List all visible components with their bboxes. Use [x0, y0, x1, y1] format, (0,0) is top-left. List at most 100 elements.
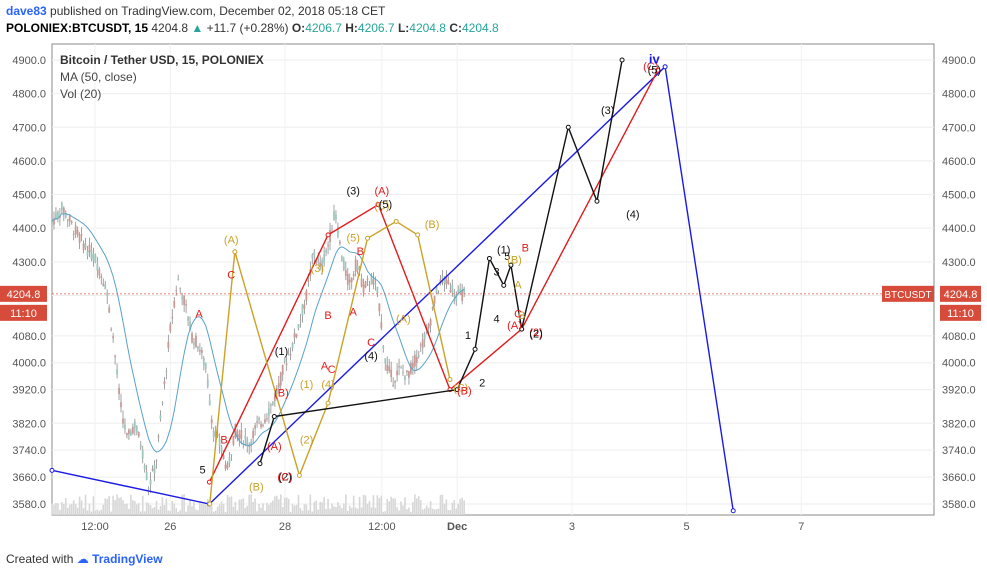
black-wave-point	[472, 346, 478, 352]
candle-body	[277, 383, 280, 388]
volume-bar	[242, 498, 245, 515]
candle-body	[149, 479, 152, 485]
volume-bar	[356, 508, 359, 515]
volume-bar	[421, 509, 424, 515]
wave-label: C	[514, 308, 522, 320]
y-tick-left: 4400.0	[12, 223, 46, 235]
candle-body	[431, 306, 434, 309]
candle-body	[283, 358, 286, 362]
candle-body	[198, 350, 201, 352]
volume-bar	[78, 496, 81, 515]
volume-bar	[435, 509, 438, 515]
candle-body	[396, 370, 398, 376]
volume-bar	[88, 503, 91, 515]
candle-body	[269, 404, 272, 407]
wave-label: B	[357, 246, 364, 258]
footer: Created with ☁ TradingView	[6, 552, 163, 566]
candle-body	[62, 207, 65, 213]
x-tick-label: 3	[569, 521, 575, 533]
candle-body	[90, 250, 93, 260]
candle-body	[232, 435, 235, 445]
high-value: 4206.7	[357, 21, 395, 35]
volume-bar	[130, 494, 132, 515]
volume-bar	[384, 511, 387, 515]
volume-bar	[53, 504, 55, 515]
legend-title[interactable]: Bitcoin / Tether USD, 15, POLONIEX	[60, 53, 264, 67]
candle-body	[459, 288, 462, 292]
volume-bar	[382, 511, 385, 515]
candle-body	[390, 369, 393, 378]
volume-bar	[305, 504, 308, 515]
tradingview-brand[interactable]: TradingView	[92, 552, 163, 566]
candle-body	[453, 295, 456, 297]
candle-body	[311, 254, 314, 259]
candle-body	[256, 421, 258, 423]
candle-body	[398, 366, 400, 368]
black-wave-point	[619, 57, 625, 63]
candle-body	[155, 460, 158, 462]
volume-bar	[222, 503, 225, 515]
candle-body	[181, 296, 184, 300]
candle-body	[356, 265, 359, 270]
legend-ma[interactable]: MA (50, close)	[60, 70, 137, 84]
candle-body	[378, 303, 381, 312]
y-tick-right: 4900.0	[942, 55, 976, 67]
candle-body	[197, 346, 199, 350]
candle-body	[447, 280, 450, 285]
volume-bar	[228, 496, 231, 515]
legend-volume[interactable]: Vol (20)	[60, 87, 102, 101]
volume-bar	[461, 497, 463, 515]
volume-bar	[350, 507, 353, 515]
y-tick-left: 4900.0	[12, 55, 46, 67]
y-tick-left: 3740.0	[12, 445, 46, 457]
volume-bar	[226, 494, 229, 515]
volume-bar	[163, 505, 166, 515]
candle-body	[216, 433, 219, 437]
candle-body	[307, 280, 310, 282]
volume-bar	[279, 494, 282, 515]
open-value: 4206.7	[305, 21, 342, 35]
candle-body	[297, 324, 300, 329]
candle-body	[423, 333, 426, 340]
red-wave-point	[375, 202, 381, 208]
candle-body	[443, 278, 446, 284]
candle-body	[116, 369, 118, 375]
volume-bar	[161, 497, 164, 515]
volume-bar	[153, 507, 156, 515]
wave-label: (1)	[300, 379, 313, 391]
candle-body	[53, 218, 55, 225]
volume-bar	[212, 511, 215, 515]
volume-bar	[191, 506, 193, 515]
candle-body	[344, 269, 347, 277]
black-wave-point	[565, 124, 571, 130]
candle-body	[224, 464, 227, 469]
volume-bar	[341, 508, 343, 515]
volume-bar	[86, 510, 89, 515]
volume-bar	[285, 497, 288, 515]
candle-body	[60, 202, 63, 210]
tradingview-logo-icon: ☁	[76, 552, 89, 566]
candle-body	[202, 358, 205, 366]
volume-bar	[175, 508, 178, 515]
candle-body	[382, 346, 385, 349]
publisher-username[interactable]: dave83	[6, 4, 47, 18]
y-tick-left: 4000.0	[12, 358, 46, 370]
volume-bar	[55, 503, 57, 515]
volume-bar	[195, 509, 197, 515]
close-value: 4204.8	[462, 21, 499, 35]
wave-label: (5)	[648, 64, 661, 76]
candle-body	[301, 304, 304, 316]
volume-bar	[266, 502, 268, 515]
candle-body	[285, 363, 288, 365]
candle-body	[185, 304, 187, 306]
volume-bar	[268, 504, 270, 515]
volume-bar	[183, 494, 185, 515]
blue-wave-point	[730, 508, 736, 514]
gold-wave-point	[415, 232, 421, 238]
candle-body	[366, 278, 369, 280]
gold-wave-point	[447, 377, 453, 383]
volume-bar	[417, 496, 420, 515]
symbol-name: POLONIEX:BTCUSDT, 15	[6, 21, 149, 35]
volume-bar	[230, 496, 233, 515]
